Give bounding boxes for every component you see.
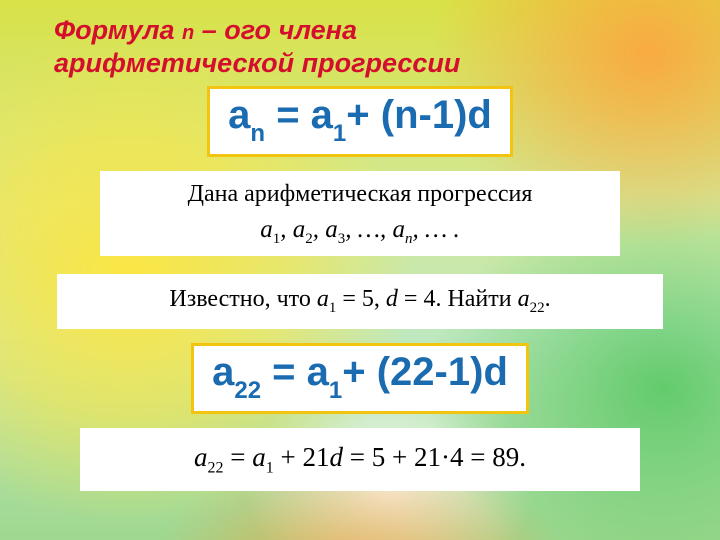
- f2-sub-1: 1: [329, 377, 342, 404]
- seq-c3: , …,: [345, 216, 392, 243]
- seq-a3: a: [325, 216, 338, 243]
- f1-sub-n: n: [250, 120, 265, 147]
- known-values-panel: Известно, что a1 = 5, d = 4. Найти a22.: [57, 274, 663, 329]
- general-formula-box: an = a1+ (n-1)d: [207, 86, 513, 157]
- p2-pre: Известно, что: [169, 286, 316, 312]
- p2-d: d: [386, 286, 398, 312]
- seq-an: a: [393, 216, 406, 243]
- f2-a: a: [212, 350, 234, 394]
- given-sequence-panel: Дана арифметическая прогрессия a1, a2, a…: [100, 171, 620, 256]
- p3-s22: 22: [208, 459, 224, 476]
- p2-a22: a: [518, 286, 530, 312]
- sequence-notation: a1, a2, a3, …, an, … .: [116, 216, 604, 248]
- f1-rest: + (n-1)d: [346, 93, 492, 137]
- f1-sub-1: 1: [333, 120, 346, 147]
- seq-c4: , … .: [413, 216, 460, 243]
- p3-eq1: =: [224, 442, 253, 472]
- f2-sub-22: 22: [234, 377, 261, 404]
- p3-s1: 1: [266, 459, 274, 476]
- panel1-text: Дана арифметическая прогрессия: [116, 181, 604, 208]
- p3-a22: a: [194, 442, 208, 472]
- p2-a1: a: [317, 286, 329, 312]
- calculation-panel: a22 = a1 + 21d = 5 + 21·4 = 89.: [80, 428, 640, 491]
- p3-d: d: [330, 442, 344, 472]
- seq-a2: a: [293, 216, 306, 243]
- slide-title: Формула n – ого члена арифметической про…: [0, 0, 720, 80]
- f1-eq: = a: [265, 93, 333, 137]
- p3-a1: a: [252, 442, 266, 472]
- f2-eq: = a: [261, 350, 329, 394]
- p2-s22: 22: [530, 300, 545, 316]
- seq-s2: 2: [305, 231, 313, 247]
- f2-rest: + (22-1)d: [342, 350, 508, 394]
- p3-p2: + 21: [274, 442, 330, 472]
- p2-v2: = 4. Найти: [398, 286, 518, 312]
- p2-dot: .: [545, 286, 551, 312]
- title-line2: арифметической прогрессии: [54, 48, 460, 78]
- title-n: n: [182, 22, 194, 44]
- seq-a1: a: [260, 216, 273, 243]
- p3-p3: = 5 + 21·4 = 89.: [343, 442, 526, 472]
- seq-sn: n: [405, 231, 413, 247]
- seq-c2: ,: [313, 216, 326, 243]
- seq-c1: ,: [280, 216, 293, 243]
- f1-a: a: [228, 93, 250, 137]
- p2-v1: = 5,: [336, 286, 386, 312]
- title-line1a: Формула: [54, 15, 182, 45]
- substituted-formula-box: a22 = a1+ (22-1)d: [191, 343, 529, 414]
- title-line1b: – ого члена: [194, 15, 357, 45]
